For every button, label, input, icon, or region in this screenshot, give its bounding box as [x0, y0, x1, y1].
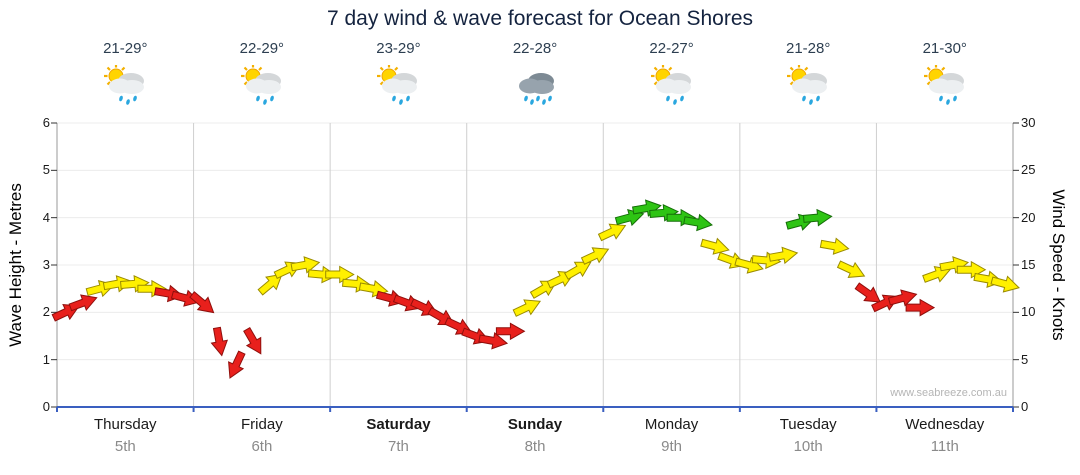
- weather-icon-sun-shower: [603, 60, 740, 112]
- day-date: 5th: [114, 438, 136, 455]
- day-label: Tuesday 10th: [740, 414, 877, 458]
- temp-range: 22-29°: [239, 39, 285, 57]
- day-date: 8th: [524, 438, 546, 455]
- right-tick-label: 25: [1021, 162, 1036, 178]
- right-tick-label: 20: [1021, 209, 1036, 225]
- wind-arrow: [768, 246, 799, 265]
- weather-icon-sun-shower: [57, 60, 194, 112]
- wind-arrow: [243, 327, 262, 355]
- day-label: Wednesday 11th: [876, 414, 1013, 458]
- weather-icon-rain: [467, 60, 604, 112]
- chart-title: 7 day wind & wave forecast for Ocean Sho…: [326, 7, 754, 30]
- left-tick-label: 1: [42, 351, 50, 367]
- left-tick-label: 3: [42, 257, 50, 272]
- wind-arrow: [290, 256, 321, 274]
- wind-arrow: [307, 265, 338, 284]
- right-tick-label: 0: [1021, 399, 1029, 414]
- wind-arrow: [495, 322, 526, 341]
- weather-icon-sun-shower: [330, 60, 467, 112]
- day-label: Monday 9th: [603, 414, 740, 458]
- day-label: Thursday 5th: [57, 414, 194, 458]
- day-name: Saturday: [366, 416, 431, 433]
- temp-range: 22-28°: [512, 39, 558, 57]
- day-date: 11th: [930, 438, 959, 455]
- temps-row: 21-29° 22-29° 23-29° 22-28° 22-27° 21-28° 21-3…: [57, 38, 1013, 58]
- day-name: Wednesday: [905, 416, 985, 433]
- wind-arrow: [597, 223, 627, 242]
- left-tick-label: 5: [42, 162, 50, 178]
- wind-arrow: [325, 265, 355, 284]
- plot-area: www.seabreeze.com.au: [51, 122, 1020, 412]
- day-name: Monday: [644, 416, 699, 433]
- wind-arrow: [836, 260, 866, 278]
- left-tick-label: 2: [42, 304, 50, 320]
- day-name: Sunday: [507, 416, 563, 433]
- left-axis-title: Wave Height - Metres: [6, 183, 25, 347]
- left-tick-label: 4: [42, 209, 50, 225]
- right-tick-label: 10: [1021, 304, 1036, 320]
- icons-row: [57, 60, 1013, 112]
- wind-arrow: [751, 251, 782, 270]
- wind-arrow: [802, 208, 833, 227]
- right-axis-title: Wind Speed - Knots: [1049, 189, 1068, 341]
- wind-arrow: [854, 282, 882, 303]
- day-name: Friday: [241, 416, 283, 433]
- wind-arrow: [700, 237, 730, 255]
- right-tick-labels: 0 5 10 15 20 25 30: [1021, 115, 1051, 414]
- wind-arrow: [189, 291, 215, 314]
- day-name: Thursday: [94, 416, 157, 433]
- wind-arrow: [68, 294, 98, 312]
- day-date: 6th: [251, 438, 273, 455]
- wind-arrow: [580, 247, 610, 265]
- watermark: www.seabreeze.com.au: [890, 387, 1007, 399]
- day-label: Friday 6th: [194, 414, 331, 458]
- wind-arrow: [683, 213, 713, 232]
- temp-range: 21-30°: [922, 39, 967, 57]
- weather-icon-sun-shower: [876, 60, 1013, 112]
- left-tick-label: 0: [42, 399, 50, 414]
- wind-arrow: [228, 350, 246, 379]
- right-tick-label: 5: [1021, 351, 1029, 367]
- day-date: 9th: [661, 438, 683, 455]
- wind-speed-plot: [51, 122, 1020, 412]
- right-tick-label: 30: [1021, 115, 1036, 130]
- day-date: 10th: [793, 438, 823, 455]
- day-label: Sunday 8th: [467, 414, 604, 458]
- wind-arrow: [170, 289, 201, 307]
- day-label: Saturday 7th: [330, 414, 467, 458]
- temp-range: 21-29°: [103, 39, 148, 57]
- left-tick-label: 6: [42, 115, 50, 130]
- day-date: 7th: [388, 438, 409, 455]
- wind-arrow: [564, 261, 592, 280]
- wind-arrow: [905, 298, 936, 317]
- wind-arrow: [990, 275, 1020, 293]
- right-tick-label: 15: [1021, 257, 1036, 272]
- wind-arrow: [887, 289, 918, 307]
- wind-arrow: [478, 332, 509, 350]
- wind-arrow: [734, 256, 764, 274]
- wind-arrow: [257, 273, 283, 296]
- temp-range: 23-29°: [376, 39, 421, 57]
- weather-icon-sun-shower: [194, 60, 331, 112]
- days-row: Thursday 5th Friday 6th Saturday 7th Sunday 8th…: [57, 414, 1013, 458]
- wind-arrow: [512, 299, 542, 317]
- temp-range: 21-28°: [785, 39, 831, 57]
- temp-range: 22-27°: [649, 39, 694, 57]
- left-tick-labels: 0 1 2 3 4 5 6: [26, 115, 50, 414]
- day-name: Tuesday: [779, 416, 837, 433]
- wind-arrow: [819, 237, 850, 255]
- weather-icon-sun-shower: [740, 60, 877, 112]
- wind-arrow: [210, 326, 229, 357]
